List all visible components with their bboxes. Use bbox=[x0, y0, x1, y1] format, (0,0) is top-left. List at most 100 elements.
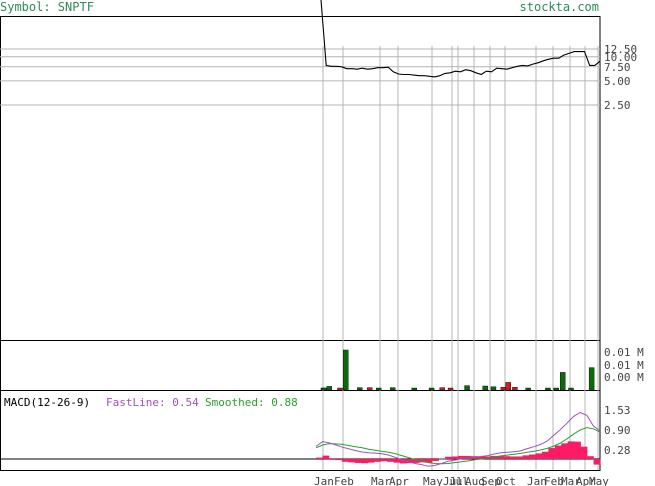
volume-bar bbox=[447, 387, 454, 391]
macd-histogram-bar bbox=[561, 443, 569, 459]
volume-bar bbox=[321, 387, 327, 391]
macd-histogram-bar bbox=[593, 459, 601, 465]
volume-bar bbox=[439, 387, 445, 391]
month-label: Apr bbox=[576, 475, 596, 486]
macd-histogram-bar bbox=[483, 456, 491, 459]
price-tick-label: 7.50 bbox=[604, 61, 631, 74]
macd-tick-label: 1.53 bbox=[604, 404, 631, 417]
month-label: Aug bbox=[465, 475, 485, 486]
volume-bar bbox=[553, 387, 559, 391]
volume-tick-label: 0.00 M bbox=[604, 371, 644, 384]
macd-histogram-bar bbox=[548, 448, 556, 459]
grid-lines bbox=[322, 46, 599, 470]
macd-panel: 1.53 0.90 0.28 MACD(12-26-9) FastLine: 0.54 S… bbox=[0, 396, 631, 467]
volume-bar bbox=[560, 372, 566, 391]
volume-bar bbox=[512, 387, 518, 391]
macd-histogram-bar bbox=[354, 459, 362, 463]
macd-histogram-bar bbox=[341, 459, 349, 462]
volume-bar bbox=[337, 387, 343, 391]
macd-histogram-bar bbox=[567, 441, 575, 459]
macd-histogram-bar bbox=[529, 454, 536, 459]
volume-bar bbox=[411, 387, 417, 391]
macd-histogram-bar bbox=[425, 459, 433, 463]
price-line bbox=[320, 0, 601, 78]
macd-histogram-bar bbox=[541, 451, 549, 459]
volume-bar bbox=[464, 385, 470, 391]
month-label: Oct bbox=[496, 475, 516, 486]
macd-histogram-bar bbox=[509, 456, 517, 459]
macd-tick-label: 0.90 bbox=[604, 424, 631, 437]
volume-bar bbox=[588, 367, 595, 391]
month-label: May bbox=[423, 475, 443, 486]
macd-histogram-bar bbox=[393, 459, 401, 463]
volume-bar bbox=[482, 385, 488, 391]
month-label: Mar bbox=[561, 475, 581, 486]
volume-bar bbox=[357, 387, 363, 391]
macd-smoothed-line bbox=[315, 427, 601, 465]
macd-histogram-bar bbox=[554, 445, 562, 459]
macd-histogram-bar bbox=[406, 459, 414, 464]
macd-histogram-bar bbox=[322, 455, 330, 459]
panel-frame bbox=[0, 16, 601, 341]
volume-bar bbox=[490, 386, 497, 391]
month-label: Jan bbox=[314, 475, 334, 486]
macd-histogram-bar bbox=[432, 459, 439, 461]
volume-bar bbox=[390, 387, 396, 391]
macd-histogram-bar bbox=[587, 456, 594, 459]
volume-bar bbox=[545, 387, 551, 391]
macd-histogram-bar bbox=[399, 459, 407, 464]
macd-histogram-bar bbox=[516, 456, 523, 459]
month-label: Jul bbox=[449, 475, 469, 486]
volume-tick-label: 0.01 M bbox=[604, 346, 644, 359]
macd-histogram-bar bbox=[419, 459, 427, 463]
macd-histogram-bar bbox=[374, 459, 381, 462]
macd-histogram-bar bbox=[328, 458, 336, 459]
macd-fast-label: FastLine: 0.54 bbox=[106, 396, 199, 409]
macd-histogram-bar bbox=[522, 455, 530, 459]
month-label: May bbox=[589, 475, 609, 486]
volume-bar bbox=[326, 386, 332, 391]
month-label: Mar bbox=[371, 475, 391, 486]
brand-link[interactable]: stockta.com bbox=[519, 0, 599, 14]
macd-histogram-bar bbox=[387, 459, 394, 462]
macd-histogram-bar bbox=[477, 456, 485, 459]
macd-tick-label: 0.28 bbox=[604, 444, 631, 457]
month-label: Jul bbox=[443, 475, 463, 486]
macd-label: MACD(12-26-9) bbox=[4, 396, 90, 409]
macd-histogram-bar bbox=[335, 459, 343, 461]
macd-histogram-bar bbox=[535, 453, 543, 459]
macd-histogram-bar bbox=[367, 459, 375, 463]
macd-histogram-bar bbox=[316, 457, 323, 459]
volume-tick-label: 0.01 M bbox=[604, 359, 644, 372]
month-label: Jan bbox=[527, 475, 547, 486]
macd-histogram-bar bbox=[574, 441, 581, 459]
macd-histogram-bar bbox=[496, 455, 504, 459]
macd-histogram-bar bbox=[580, 446, 588, 459]
macd-smoothed-label: Smoothed: 0.88 bbox=[205, 396, 298, 409]
macd-histogram-bar bbox=[361, 459, 368, 464]
volume-bar bbox=[525, 387, 531, 391]
panel-frames bbox=[0, 16, 601, 471]
macd-histogram-bar bbox=[503, 456, 510, 459]
month-label: Feb bbox=[544, 475, 564, 486]
volume-bar bbox=[428, 387, 435, 391]
macd-histogram-bar bbox=[438, 458, 446, 460]
volume-bar bbox=[500, 387, 507, 391]
price-tick-label: 10.00 bbox=[604, 51, 637, 64]
price-tick-label: 12.50 bbox=[604, 43, 637, 56]
volume-bar bbox=[376, 387, 382, 391]
macd-histogram-bar bbox=[470, 456, 478, 459]
macd-histogram-bar bbox=[458, 455, 465, 459]
symbol-label: Symbol: SNPTF bbox=[0, 0, 94, 14]
price-tick-label: 2.50 bbox=[604, 99, 631, 112]
volume-bar bbox=[505, 382, 511, 391]
volume-panel: 0.01 M0.01 M0.00 M bbox=[320, 346, 644, 391]
month-label: Apr bbox=[389, 475, 409, 486]
volume-bar bbox=[343, 349, 349, 391]
macd-histogram-bar bbox=[380, 459, 388, 462]
macd-fast-line bbox=[315, 411, 601, 467]
volume-bar bbox=[568, 387, 574, 391]
